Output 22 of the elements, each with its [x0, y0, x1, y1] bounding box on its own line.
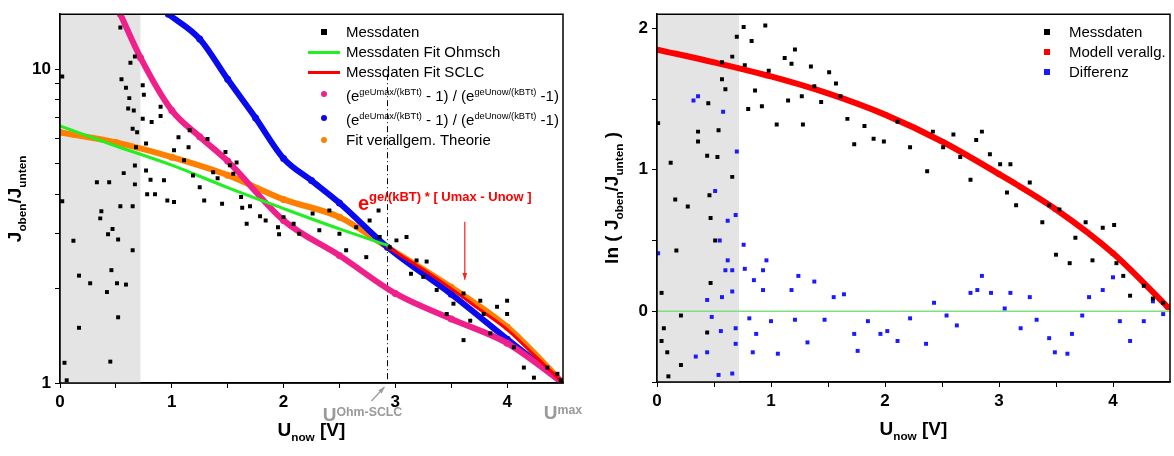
- legend-label: Messdaten Fit SCLC: [346, 62, 485, 83]
- y-tick-label: 2: [638, 18, 648, 38]
- legend-label: Fit verallgem. Theorie: [346, 130, 491, 151]
- legend-label: Messdaten Fit Ohmsch: [346, 42, 501, 63]
- x-tick-label: 2: [880, 390, 890, 410]
- x-axis-title: U$_{now}$ [V]: [879, 418, 948, 442]
- legend-label: Modell verallg.: [1069, 42, 1166, 63]
- x-tick-label: 4: [1108, 390, 1119, 410]
- y-tick-label: 0: [638, 300, 648, 320]
- legend-label: (e$^{geUmax/(kBTt)}$ - 1) / (e$^{geUnow/(kBTt)}$ -1): [346, 86, 559, 107]
- legend-label: Messdaten: [346, 22, 420, 43]
- legend-label: Messdaten: [1069, 22, 1143, 43]
- x-tick-label: 0: [55, 391, 65, 411]
- legend-label: Differenz: [1069, 62, 1129, 83]
- y-tick-label: 1: [638, 159, 648, 179]
- x-tick-label: 2: [278, 391, 289, 411]
- x-tick-label: 1: [167, 391, 177, 411]
- y-tick-label: 10: [32, 59, 51, 79]
- x-tick-label: 0: [652, 390, 662, 410]
- x-tick-label: 4: [502, 391, 513, 411]
- x-tick-label: 1: [766, 390, 776, 410]
- x-tick-label: 3: [994, 390, 1004, 410]
